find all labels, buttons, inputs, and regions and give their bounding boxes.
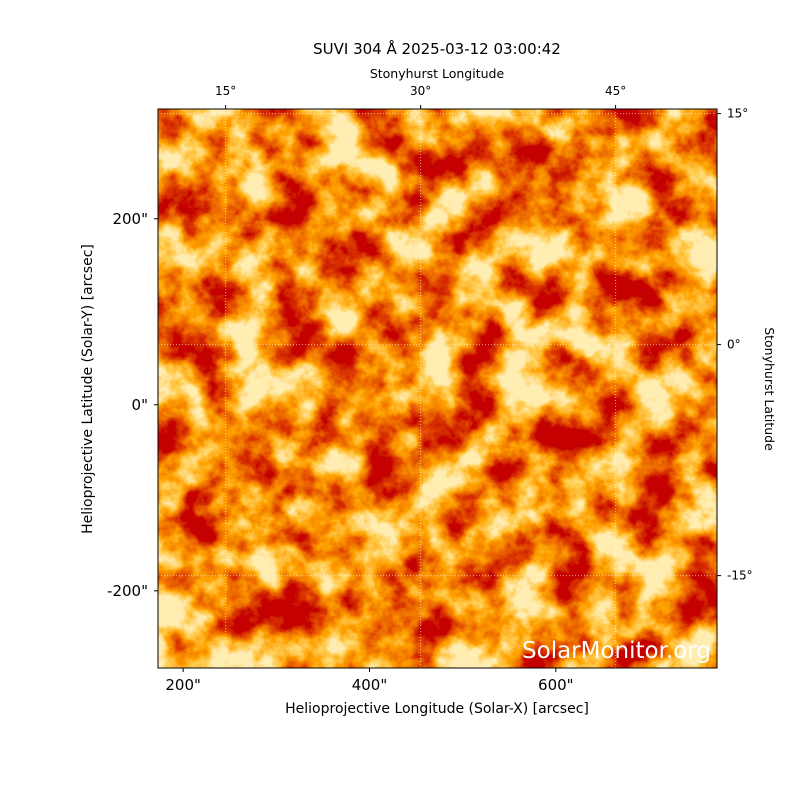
x2-axis-label: Stonyhurst Longitude bbox=[370, 66, 505, 81]
y-axis-label: Helioprojective Latitude (Solar-Y) [arcs… bbox=[80, 244, 96, 534]
plot-frame bbox=[157, 108, 718, 669]
x2-tick-label: 30° bbox=[410, 84, 431, 98]
y-tick-label: 200" bbox=[112, 210, 148, 228]
y2-tick-label: -15° bbox=[727, 569, 753, 583]
y2-axis-label: Stonyhurst Latitude bbox=[762, 327, 777, 451]
plot-area bbox=[158, 109, 717, 668]
y2-tick-label: 15° bbox=[727, 107, 748, 121]
y2-tick-label: 0° bbox=[727, 338, 741, 352]
y-tick-label: -200" bbox=[107, 582, 148, 600]
axes: 15° 30° 45° -15° 0° 15° 200" 400" 600" -200" 0" 200… bbox=[107, 84, 753, 694]
x2-tick-label: 15° bbox=[215, 84, 236, 98]
chart-title: SUVI 304 Å 2025-03-12 03:00:42 bbox=[313, 39, 561, 58]
solar-image bbox=[158, 109, 717, 668]
x-tick-label: 200" bbox=[165, 676, 201, 694]
y-tick-label: 0" bbox=[132, 396, 148, 414]
x-tick-label: 600" bbox=[538, 676, 574, 694]
x-axis-label: Helioprojective Longitude (Solar-X) [arc… bbox=[285, 701, 589, 717]
x2-tick-label: 45° bbox=[605, 84, 626, 98]
x-tick-label: 400" bbox=[352, 676, 388, 694]
watermark: SolarMonitor.org bbox=[522, 638, 711, 664]
